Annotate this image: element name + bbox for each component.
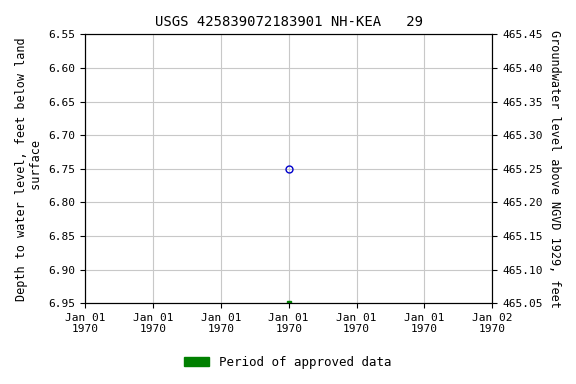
Legend: Period of approved data: Period of approved data xyxy=(179,351,397,374)
Y-axis label: Groundwater level above NGVD 1929, feet: Groundwater level above NGVD 1929, feet xyxy=(548,30,561,308)
Y-axis label: Depth to water level, feet below land
 surface: Depth to water level, feet below land su… xyxy=(15,37,43,301)
Title: USGS 425839072183901 NH-KEA   29: USGS 425839072183901 NH-KEA 29 xyxy=(155,15,423,29)
